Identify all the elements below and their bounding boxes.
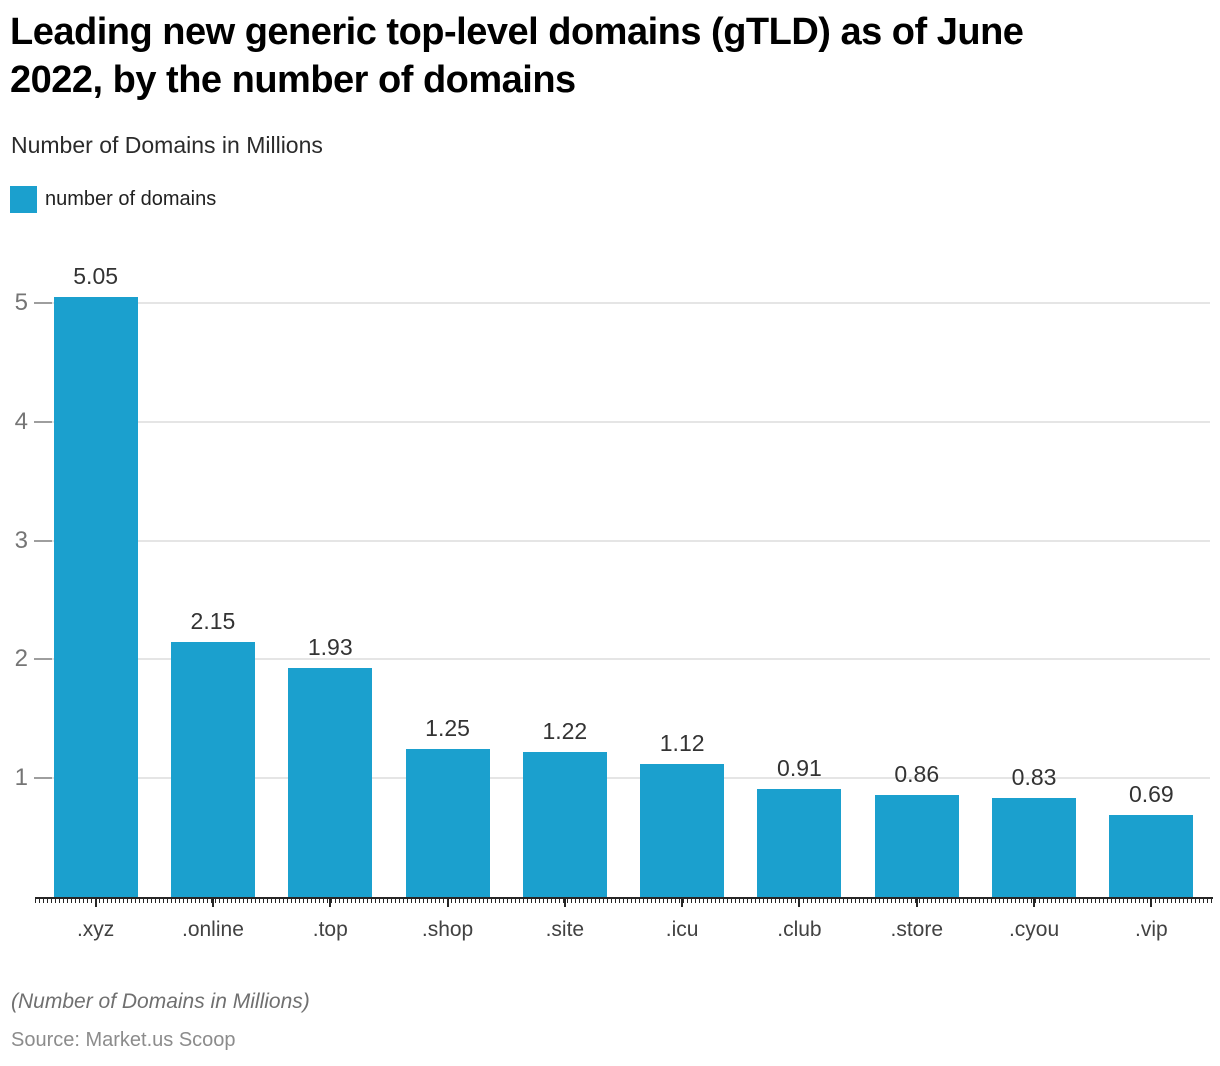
- bar[interactable]: [874, 794, 959, 897]
- plot-area: 1 2 3 4 5 5.05 .xyz 2.15 .online 1.93 .top 1.25 .sho…: [15, 240, 1213, 941]
- bar[interactable]: [522, 752, 607, 897]
- gridline: [37, 420, 1210, 423]
- x-axis-label: .online: [181, 918, 244, 941]
- y-axis-label: 4: [14, 407, 28, 435]
- x-axis-tick: [94, 897, 97, 907]
- bar-value-label: 1.93: [307, 633, 353, 660]
- bar[interactable]: [288, 667, 373, 897]
- bar-value-label: 0.69: [1128, 781, 1174, 808]
- bar-value-label: 5.05: [73, 263, 119, 290]
- bar-value-label: 2.15: [190, 607, 236, 634]
- x-axis-label: .icu: [665, 918, 699, 941]
- chart-subtitle: Number of Domains in Millions: [11, 132, 323, 158]
- x-axis-label: .cyou: [1008, 918, 1060, 941]
- x-axis-minor-ticks: [35, 899, 1213, 903]
- page-title: Leading new generic top-level domains (g…: [10, 11, 1024, 101]
- y-axis-tick: [34, 539, 52, 542]
- y-axis-label: 1: [14, 764, 28, 792]
- legend: number of domains: [10, 186, 216, 213]
- legend-item-number-of-domains[interactable]: number of domains: [10, 186, 216, 213]
- y-axis-tick: [34, 777, 52, 780]
- y-axis-label: 5: [14, 288, 28, 316]
- x-axis-label: .shop: [421, 918, 474, 941]
- bar-value-label: 1.22: [542, 718, 588, 745]
- x-axis-tick: [681, 897, 684, 907]
- bar[interactable]: [757, 788, 842, 897]
- footer-note: (Number of Domains in Millions): [11, 990, 310, 1013]
- y-axis-tick: [34, 420, 52, 423]
- x-axis-tick: [446, 897, 449, 907]
- gridline: [37, 658, 1210, 661]
- x-axis-tick: [798, 897, 801, 907]
- y-axis-tick: [34, 658, 52, 661]
- y-axis-label: 2: [14, 645, 28, 673]
- legend-label: number of domains: [45, 188, 217, 210]
- x-axis-label: .xyz: [76, 918, 115, 941]
- x-axis-tick: [1033, 897, 1036, 907]
- x-axis-label: .vip: [1135, 918, 1168, 941]
- bar[interactable]: [405, 748, 490, 897]
- bar-value-label: 1.25: [425, 714, 470, 741]
- x-axis-tick: [211, 897, 214, 907]
- x-axis-label: .club: [777, 918, 822, 941]
- x-axis-tick: [1150, 897, 1153, 907]
- gridline: [37, 777, 1210, 780]
- bar[interactable]: [53, 297, 138, 897]
- gridline: [37, 539, 1210, 542]
- bar-value-label: 0.83: [1011, 764, 1057, 791]
- legend-swatch-icon: [10, 186, 37, 213]
- y-axis-label: 3: [14, 526, 28, 554]
- source-text: Source: Market.us Scoop: [11, 1029, 236, 1051]
- bar-value-label: 1.12: [659, 729, 705, 756]
- x-axis-tick: [329, 897, 332, 907]
- bar[interactable]: [992, 798, 1077, 897]
- bar[interactable]: [1109, 815, 1194, 897]
- x-axis-line: [35, 897, 1213, 899]
- bar-value-label: 0.86: [894, 760, 940, 787]
- x-axis-label: .store: [890, 918, 944, 941]
- bar-value-label: 0.91: [777, 754, 822, 781]
- x-axis-label: .site: [545, 918, 585, 941]
- bar[interactable]: [640, 763, 725, 897]
- x-axis-tick: [563, 897, 566, 907]
- gridline: [37, 301, 1210, 304]
- x-axis-tick: [915, 897, 918, 907]
- y-axis-tick: [34, 301, 52, 304]
- bar[interactable]: [170, 641, 255, 897]
- x-axis-label: .top: [312, 918, 348, 941]
